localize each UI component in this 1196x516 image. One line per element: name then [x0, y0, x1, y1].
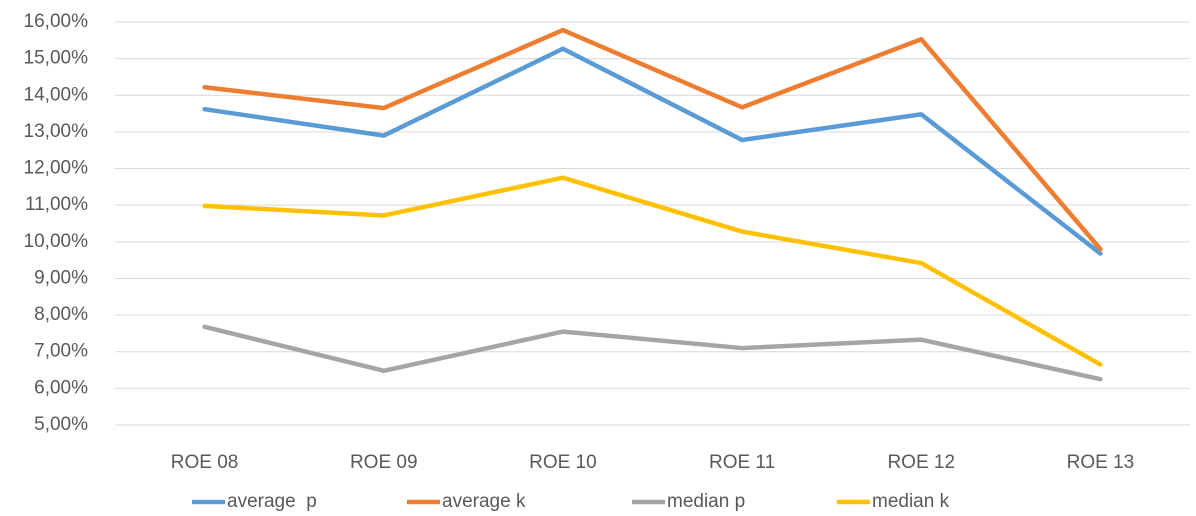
series-line: [202, 27, 1103, 252]
legend-label: average k: [442, 491, 526, 512]
legend-label: median k: [872, 491, 950, 512]
series-line: [202, 175, 1103, 367]
x-tick-label: ROE 11: [709, 452, 775, 473]
y-tick-label: 13,00%: [24, 121, 89, 142]
y-tick-label: 5,00%: [34, 414, 88, 435]
y-tick-label: 10,00%: [24, 231, 89, 252]
x-tick-label: ROE 12: [887, 452, 955, 473]
x-tick-label: ROE 09: [350, 452, 418, 473]
y-tick-label: 8,00%: [34, 304, 88, 325]
y-tick-label: 14,00%: [24, 84, 89, 105]
series-line: [202, 46, 1103, 256]
y-tick-label: 6,00%: [34, 377, 88, 398]
y-tick-label: 16,00%: [24, 11, 89, 32]
legend-label: median p: [667, 491, 745, 512]
y-tick-label: 12,00%: [24, 158, 89, 179]
series-line: [202, 324, 1103, 382]
y-tick-label: 9,00%: [34, 267, 88, 288]
x-tick-label: ROE 10: [529, 452, 597, 473]
y-tick-label: 7,00%: [34, 341, 88, 362]
x-tick-label: ROE 13: [1067, 452, 1135, 473]
x-tick-label: ROE 08: [171, 452, 239, 473]
y-tick-label: 15,00%: [24, 48, 89, 69]
legend-label: average p: [227, 491, 317, 512]
y-tick-label: 11,00%: [25, 194, 88, 215]
